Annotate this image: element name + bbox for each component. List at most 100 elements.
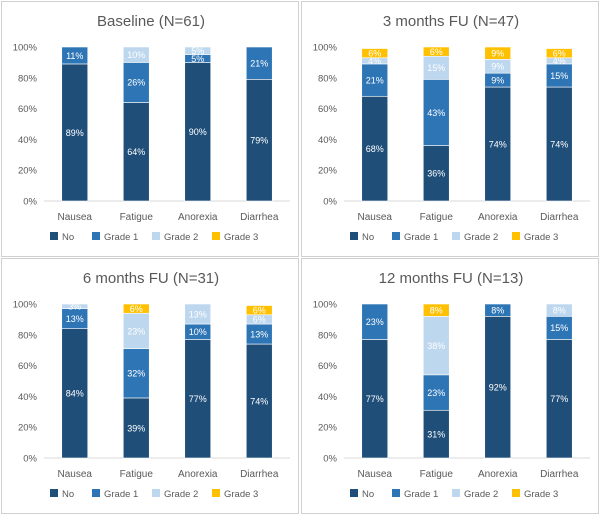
y-tick-label: 80% <box>18 330 38 341</box>
legend-label: Grade 1 <box>104 232 138 243</box>
data-label: 21% <box>250 58 268 68</box>
x-tick-label: Anorexia <box>478 212 518 223</box>
bar-segment <box>184 46 212 55</box>
legend-label: Grade 2 <box>464 489 498 500</box>
data-label: 32% <box>127 369 145 379</box>
data-label: 8% <box>553 305 566 315</box>
bar-segment <box>61 303 89 309</box>
x-tick-label: Nausea <box>58 212 93 223</box>
stacked-bar-chart: 12 months FU (N=13) 0% 20% 40% 60% 80% 100% 77%… <box>313 270 590 500</box>
chart-panel: 12 months FU (N=13) 0% 20% 40% 60% 80% 100% 77%… <box>301 258 599 514</box>
bar-segment <box>122 397 150 459</box>
x-tick-label: Nausea <box>358 469 393 480</box>
data-label: 79% <box>250 135 268 145</box>
y-tick-label: 40% <box>318 392 338 403</box>
y-tick-label: 20% <box>18 423 38 434</box>
data-label: 43% <box>427 108 445 118</box>
data-label: 6% <box>430 47 443 57</box>
data-label: 84% <box>66 389 84 399</box>
bar-segment <box>61 328 89 459</box>
x-tick-label: Anorexia <box>178 469 218 480</box>
data-label: 26% <box>127 78 145 88</box>
legend-label: Grade 3 <box>524 232 558 243</box>
bar-segment <box>184 303 212 325</box>
chart-title: Baseline (N=61) <box>97 13 205 30</box>
bar-segment <box>122 312 150 349</box>
data-label: 36% <box>427 169 445 179</box>
data-label: 8% <box>430 305 443 315</box>
y-tick-label: 20% <box>18 166 38 177</box>
bar-segment <box>422 79 450 146</box>
bar-segment <box>422 409 450 459</box>
bar-segment <box>122 102 150 202</box>
x-tick-label: Anorexia <box>178 212 218 223</box>
x-tick-label: Anorexia <box>478 469 518 480</box>
bar-segment <box>422 303 450 317</box>
data-label: 21% <box>366 75 384 85</box>
x-tick-label: Nausea <box>58 469 93 480</box>
data-label: 3% <box>68 302 81 312</box>
legend-swatch <box>512 232 520 240</box>
legend-swatch <box>452 489 460 497</box>
chart-panel: Baseline (N=61) 0% 20% 40% 60% 80% 100% 89% 11% N… <box>1 1 299 257</box>
bar-segment <box>184 62 212 202</box>
data-label: 23% <box>366 317 384 327</box>
x-tick-label: Diarrhea <box>240 469 279 480</box>
legend-label: No <box>62 489 74 500</box>
legend-swatch <box>392 232 400 240</box>
data-label: 6% <box>368 48 381 58</box>
y-tick-label: 60% <box>318 361 338 372</box>
bar-segment <box>361 339 389 459</box>
data-label: 6% <box>253 315 266 325</box>
data-label: 23% <box>427 388 445 398</box>
x-tick-label: Fatigue <box>120 212 154 223</box>
y-tick-label: 0% <box>23 197 37 208</box>
bar-segment <box>422 145 450 202</box>
legend-label: No <box>362 489 374 500</box>
x-tick-label: Fatigue <box>420 212 454 223</box>
y-tick-label: 100% <box>313 43 338 54</box>
bar-segment <box>245 305 273 316</box>
bar-segment <box>484 303 512 317</box>
data-label: 39% <box>127 423 145 433</box>
y-tick-label: 0% <box>323 197 337 208</box>
legend-swatch <box>350 232 358 240</box>
legend-label: Grade 2 <box>164 489 198 500</box>
bar-segment <box>484 316 512 459</box>
data-label: 13% <box>189 309 207 319</box>
legend-swatch <box>350 489 358 497</box>
bar-segment <box>545 339 573 459</box>
legend-swatch <box>152 232 160 240</box>
bar-segment <box>361 303 389 340</box>
x-tick-label: Diarrhea <box>540 469 579 480</box>
bar-segment <box>545 86 573 202</box>
legend-label: No <box>362 232 374 243</box>
bar-segment <box>361 95 389 202</box>
data-label: 74% <box>250 396 268 406</box>
legend-label: Grade 1 <box>104 489 138 500</box>
y-tick-label: 80% <box>318 330 338 341</box>
data-label: 64% <box>127 147 145 157</box>
data-label: 77% <box>366 394 384 404</box>
bar-segment <box>545 303 573 317</box>
bar-segment <box>545 48 573 59</box>
legend-label: Grade 2 <box>164 232 198 243</box>
stacked-bar-chart: 6 months FU (N=31) 0% 20% 40% 60% 80% 100% 84% 1… <box>13 270 290 500</box>
data-label: 13% <box>66 314 84 324</box>
chart-title: 3 months FU (N=47) <box>383 13 519 30</box>
data-label: 6% <box>553 48 566 58</box>
data-label: 92% <box>489 382 507 392</box>
data-label: 89% <box>66 128 84 138</box>
data-label: 13% <box>250 329 268 339</box>
y-tick-label: 0% <box>323 454 337 465</box>
y-tick-label: 60% <box>18 361 38 372</box>
legend-swatch <box>212 232 220 240</box>
bar-segment <box>61 46 89 65</box>
bar-segment <box>422 46 450 57</box>
x-tick-label: Nausea <box>358 212 393 223</box>
data-label: 15% <box>427 63 445 73</box>
chart-title: 6 months FU (N=31) <box>83 270 219 287</box>
stacked-bar-chart: Baseline (N=61) 0% 20% 40% 60% 80% 100% 89% 11% N… <box>13 13 290 243</box>
data-label: 4% <box>553 56 566 66</box>
